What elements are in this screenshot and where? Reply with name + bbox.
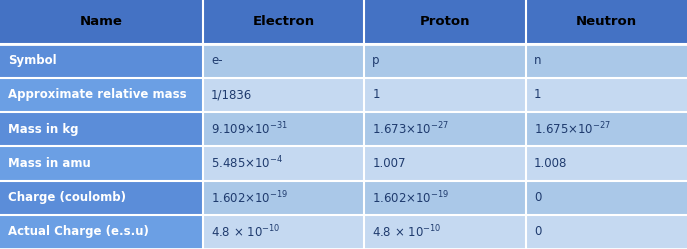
Text: 1.602×10$^{-19}$: 1.602×10$^{-19}$ [372,189,450,206]
Bar [0,181,203,215]
Bar [0,44,203,78]
Bar [526,78,687,112]
Text: 5.485×10$^{-4}$: 5.485×10$^{-4}$ [211,155,283,172]
Bar [364,44,526,78]
Text: Symbol: Symbol [8,54,57,67]
Bar [526,44,687,78]
Bar [203,0,364,44]
Bar [526,215,687,249]
Bar [364,181,526,215]
Text: Electron: Electron [252,15,315,28]
Text: 4.8 × 10$^{-10}$: 4.8 × 10$^{-10}$ [211,224,280,240]
Bar [526,112,687,146]
Bar [0,78,203,112]
Bar [0,112,203,146]
Bar [364,0,526,44]
Text: Mass in kg: Mass in kg [8,123,79,136]
Text: 1.008: 1.008 [534,157,567,170]
Bar [203,78,364,112]
Text: 1: 1 [534,88,541,101]
Text: Charge (coulomb): Charge (coulomb) [8,191,126,204]
Bar [203,215,364,249]
Text: 4.8 × 10$^{-10}$: 4.8 × 10$^{-10}$ [372,224,442,240]
Text: 0: 0 [534,191,541,204]
Bar [203,44,364,78]
Bar [203,112,364,146]
Bar [0,146,203,181]
Text: Proton: Proton [420,15,470,28]
Text: 1: 1 [372,88,380,101]
Text: 1.007: 1.007 [372,157,406,170]
Text: 1.602×10$^{-19}$: 1.602×10$^{-19}$ [211,189,289,206]
Bar [364,215,526,249]
Bar [526,181,687,215]
Text: n: n [534,54,541,67]
Bar [526,0,687,44]
Bar [203,146,364,181]
Text: Approximate relative mass: Approximate relative mass [8,88,187,101]
Bar [526,146,687,181]
Bar [203,181,364,215]
Text: 1/1836: 1/1836 [211,88,252,101]
Bar [0,0,203,44]
Text: Actual Charge (e.s.u): Actual Charge (e.s.u) [8,225,149,238]
Text: Name: Name [80,15,123,28]
Text: Mass in amu: Mass in amu [8,157,91,170]
Text: p: p [372,54,380,67]
Bar [364,78,526,112]
Text: Neutron: Neutron [576,15,637,28]
Bar [364,112,526,146]
Bar [0,215,203,249]
Text: 1.673×10$^{-27}$: 1.673×10$^{-27}$ [372,121,449,137]
Text: 1.675×10$^{-27}$: 1.675×10$^{-27}$ [534,121,611,137]
Bar [364,146,526,181]
Text: 0: 0 [534,225,541,238]
Text: 9.109×10$^{-31}$: 9.109×10$^{-31}$ [211,121,288,137]
Text: e-: e- [211,54,223,67]
